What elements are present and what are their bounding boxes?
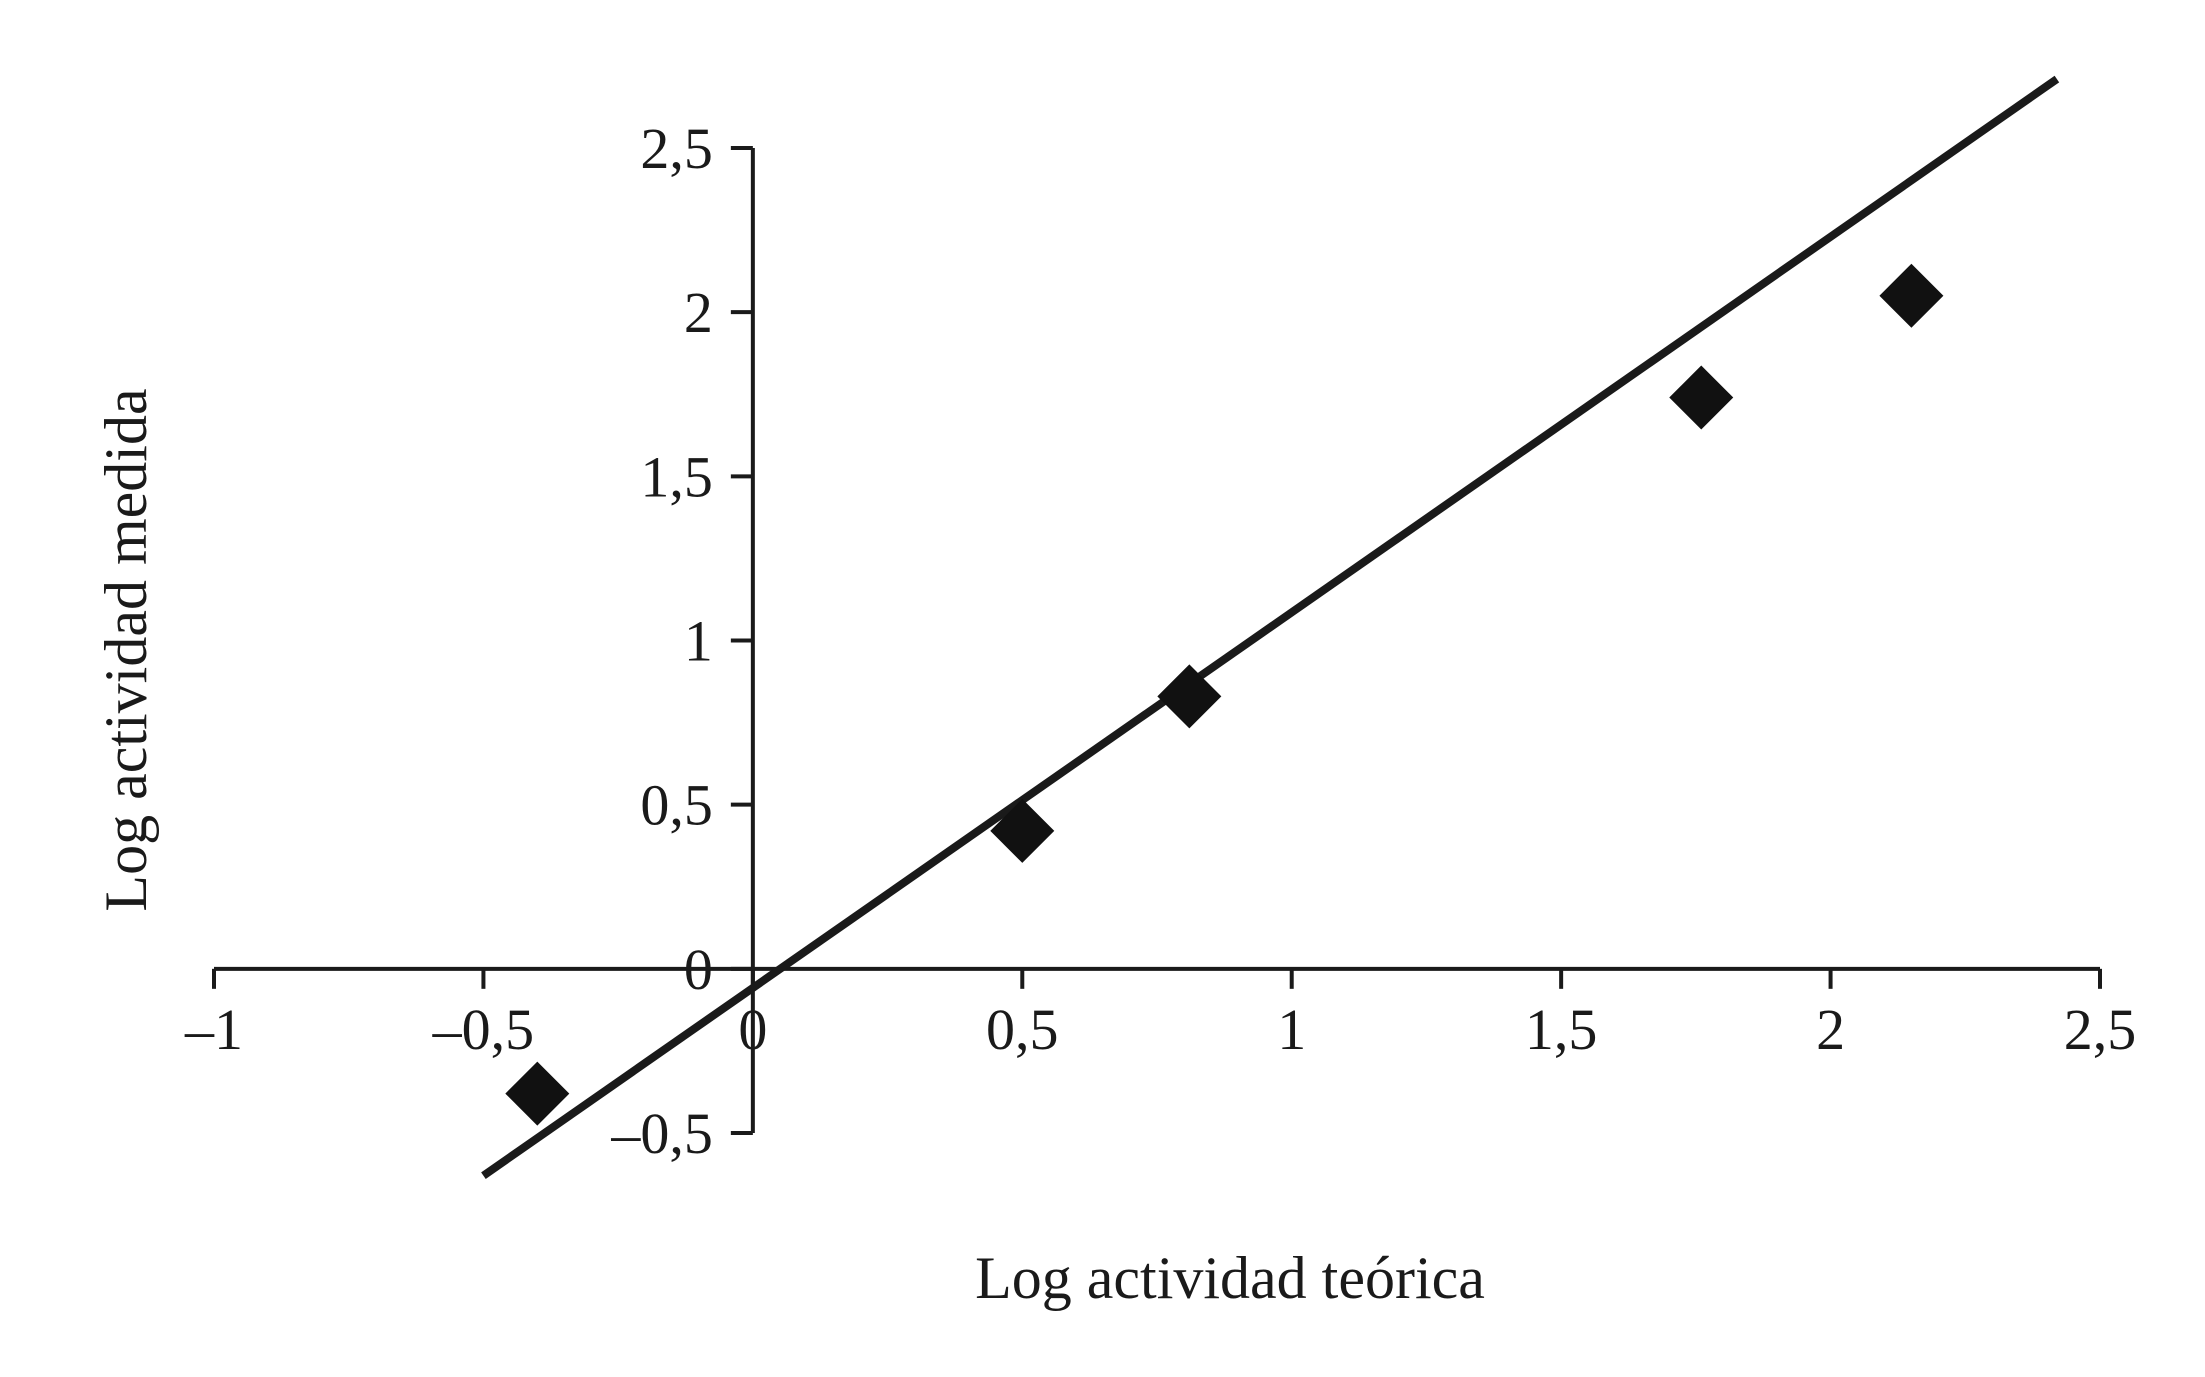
y-tick-label: 0 [684,937,713,1002]
x-ticks: –1 –0,5 0 0,5 1 1,5 2 2,5 [184,968,2137,1062]
x-tick-label: 1,5 [1525,997,1598,1062]
x-tick-label: 0,5 [986,997,1059,1062]
data-point [1879,263,1944,328]
data-point [1157,664,1222,729]
y-tick-label: 2 [684,280,713,345]
data-point [1669,365,1734,430]
x-tick-label: 1 [1277,997,1306,1062]
x-tick-label: 0 [738,997,767,1062]
y-tick-label: 0,5 [640,773,713,838]
y-tick-label: 1,5 [640,444,713,509]
x-tick-label: 2,5 [2064,997,2137,1062]
x-tick-label: 2 [1816,997,1845,1062]
y-axis-title: Log actividad medida [93,388,159,911]
data-point [505,1061,570,1126]
data-point [990,798,1055,863]
axes [214,148,2100,1133]
y-tick-label: 2,5 [640,116,713,181]
y-ticks: –0,5 0 0,5 1 1,5 2 2,5 [610,116,753,1166]
x-tick-label: –0,5 [432,997,535,1062]
y-tick-label: –0,5 [610,1101,713,1166]
trend-line [481,75,2060,1179]
y-tick-label: 1 [684,609,713,674]
x-axis-title: Log actividad teórica [975,1245,1485,1311]
data-points [505,263,1944,1126]
x-tick-label: –1 [184,997,243,1062]
